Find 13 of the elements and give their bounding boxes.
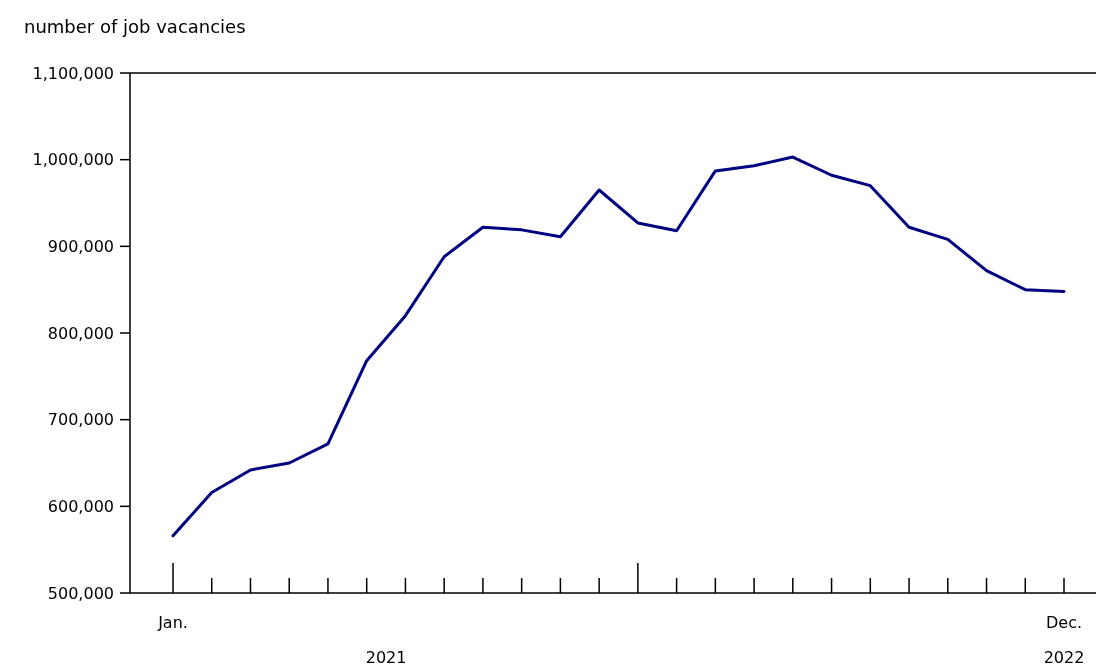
- text: 2021: [365, 648, 407, 664]
- line-series: [171, 155, 1066, 538]
- y-tick-label: 1,100,000: [32, 63, 114, 83]
- y-tick-label: 500,000: [47, 583, 114, 603]
- x-tick-label: Dec.: [1045, 613, 1083, 632]
- y-tick-label: 800,000: [47, 323, 114, 343]
- y-tick-label: 600,000: [47, 496, 114, 516]
- text: 2022: [1043, 648, 1085, 664]
- x-tick-label: Jan.: [157, 613, 188, 632]
- y-tick-label: 700,000: [47, 410, 114, 430]
- y-tick-label: 900,000: [47, 236, 114, 256]
- y-tick-label: 1,000,000: [32, 150, 114, 170]
- y-axis-title: number of job vacancies: [24, 16, 246, 37]
